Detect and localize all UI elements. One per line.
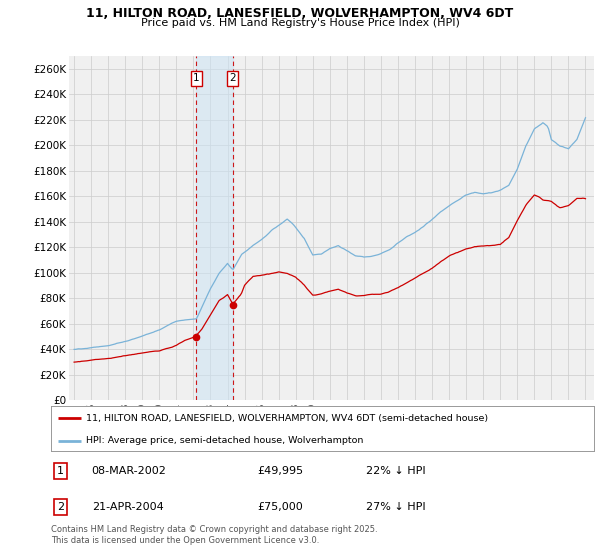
Text: £49,995: £49,995: [257, 466, 304, 476]
Text: 11, HILTON ROAD, LANESFIELD, WOLVERHAMPTON, WV4 6DT (semi-detached house): 11, HILTON ROAD, LANESFIELD, WOLVERHAMPT…: [86, 414, 488, 423]
Bar: [196, 56, 233, 400]
Text: 21-APR-2004: 21-APR-2004: [92, 502, 163, 512]
Text: 2: 2: [57, 502, 64, 512]
Text: 27% ↓ HPI: 27% ↓ HPI: [366, 502, 425, 512]
Text: HPI: Average price, semi-detached house, Wolverhampton: HPI: Average price, semi-detached house,…: [86, 436, 364, 445]
Text: £75,000: £75,000: [257, 502, 303, 512]
Text: 1: 1: [57, 466, 64, 476]
Text: Price paid vs. HM Land Registry's House Price Index (HPI): Price paid vs. HM Land Registry's House …: [140, 18, 460, 29]
Text: 2: 2: [229, 73, 236, 83]
Text: Contains HM Land Registry data © Crown copyright and database right 2025.
This d: Contains HM Land Registry data © Crown c…: [51, 525, 377, 545]
Text: 22% ↓ HPI: 22% ↓ HPI: [366, 466, 425, 476]
Text: 1: 1: [193, 73, 200, 83]
Text: 08-MAR-2002: 08-MAR-2002: [92, 466, 167, 476]
Text: 11, HILTON ROAD, LANESFIELD, WOLVERHAMPTON, WV4 6DT: 11, HILTON ROAD, LANESFIELD, WOLVERHAMPT…: [86, 7, 514, 20]
